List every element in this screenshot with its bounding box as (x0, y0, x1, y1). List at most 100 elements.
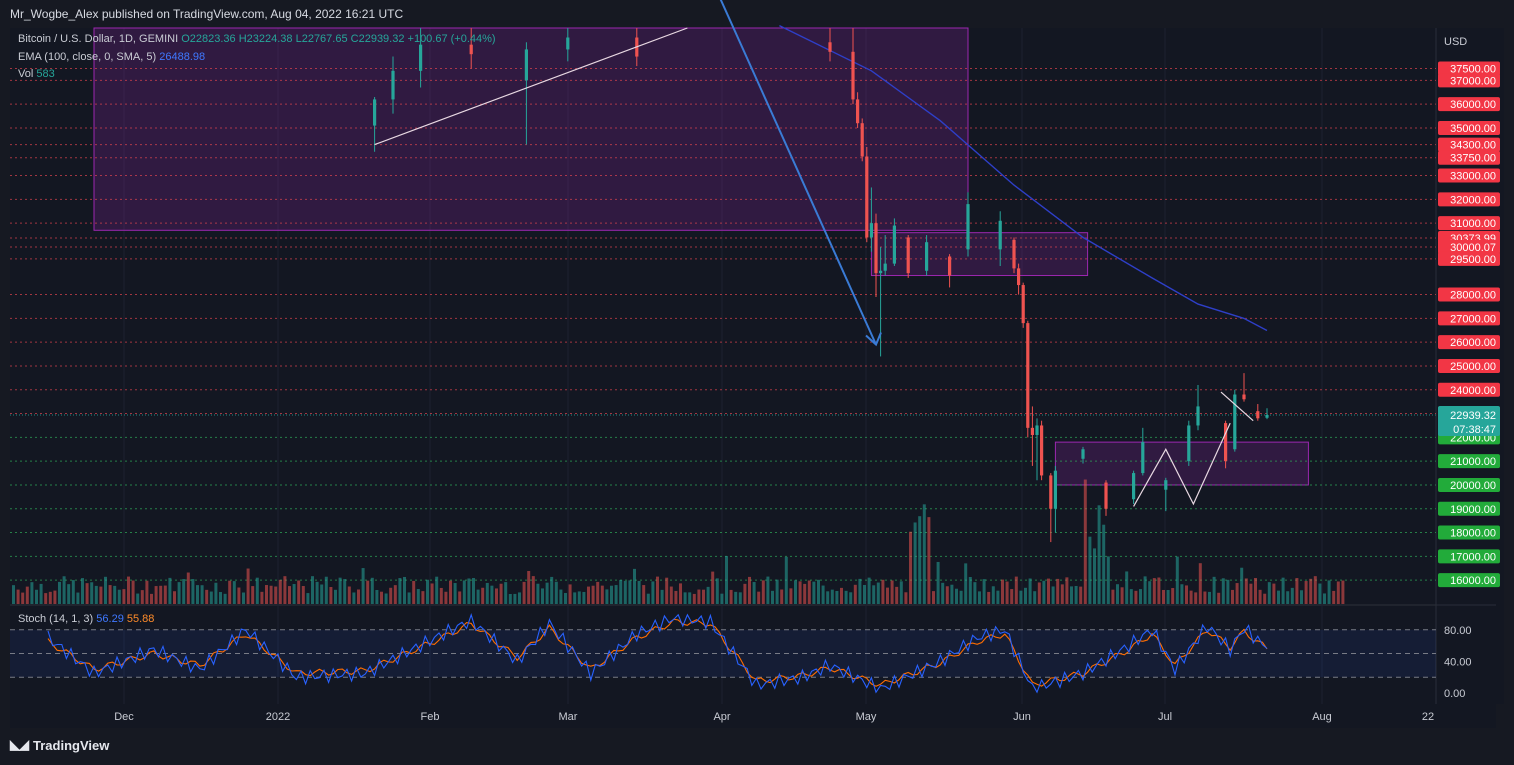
volume-bar (370, 577, 374, 604)
volume-bar (269, 585, 273, 604)
candle-body (892, 225, 896, 264)
volume-bar (191, 579, 195, 604)
volume-bar (430, 583, 434, 604)
volume-bar (913, 522, 917, 604)
flag-zigzag-line (1133, 422, 1231, 507)
price-tag-label: 30000.07 (1450, 242, 1496, 254)
candle-body (1265, 415, 1269, 418)
volume-bar (324, 576, 328, 604)
volume-bar (136, 593, 140, 604)
candle-body (925, 242, 929, 271)
mid-consolidation-zone (870, 232, 1089, 277)
volume-bar (955, 588, 958, 604)
volume-bar (1129, 589, 1133, 604)
volume-bar (798, 581, 802, 604)
candle-body (566, 37, 570, 50)
stoch-legend: Stoch (14, 1, 3) 56.29 55.88 (18, 613, 154, 625)
ema-layer (779, 24, 1268, 332)
volume-bar (729, 589, 733, 604)
volume-bar (817, 579, 820, 604)
candle-body (1132, 473, 1136, 500)
candle-body (524, 49, 528, 81)
brand-name: TradingView (33, 737, 110, 753)
ema-100-line (779, 24, 1268, 332)
volume-bar (1175, 556, 1179, 604)
volume-bar (1037, 582, 1041, 604)
volume-bar (642, 585, 646, 604)
volume-bar (766, 576, 770, 604)
volume-bar (531, 576, 535, 604)
volume-bar (320, 584, 324, 604)
volume-bar (361, 568, 365, 604)
flag-pole-line (1220, 391, 1254, 422)
price-tag-bg (1438, 549, 1500, 564)
countdown-label: 07:38:47 (1453, 424, 1496, 436)
volume-bar (1267, 582, 1271, 604)
volume-bar (1070, 586, 1073, 604)
volume-bar (844, 590, 848, 604)
volume-bar (1139, 589, 1142, 604)
price-tag-bg (1438, 137, 1500, 152)
price-tag-bg (1438, 287, 1500, 302)
volume-bar (485, 582, 489, 604)
volume-bar (375, 589, 379, 604)
candle-body (998, 220, 1002, 250)
volume-bar (1249, 583, 1253, 604)
price-tag-label: 17000.00 (1450, 551, 1496, 563)
volume-bar (16, 589, 20, 604)
volume-bar (1083, 479, 1087, 604)
volume-bar (987, 591, 991, 604)
volume-bar (1102, 524, 1106, 604)
tradingview-brand[interactable]: ◣◢ TradingView (10, 737, 109, 753)
volume-bar (1162, 589, 1165, 604)
volume-bar (573, 592, 577, 604)
stoch-d-value: 55.88 (126, 613, 155, 625)
main-pane (10, 28, 1436, 604)
volume-bar (145, 580, 149, 604)
candle-body (874, 223, 878, 274)
volume-bar (1152, 578, 1156, 604)
volume-bar (614, 585, 618, 604)
candle-body (1187, 425, 1191, 462)
volume-bar (426, 579, 429, 604)
stoch-pane (10, 606, 1436, 704)
volume-bar (209, 591, 213, 604)
volume-bar (826, 591, 830, 604)
candle-body (1081, 449, 1085, 459)
volume-bar (334, 589, 337, 604)
price-tag-label: 37500.00 (1450, 63, 1496, 75)
volume-bar (830, 589, 834, 604)
volume-bar (481, 587, 485, 604)
volume-bar (168, 577, 172, 604)
volume-bar (1074, 585, 1078, 604)
price-tag-label: 33750.00 (1450, 153, 1496, 165)
volume-bar (1254, 577, 1257, 604)
volume-bar (932, 591, 935, 604)
price-tag-label: 18000.00 (1450, 528, 1496, 540)
volume-bar (39, 583, 43, 604)
volume-bar (306, 593, 310, 604)
volume-bar (421, 591, 425, 604)
volume-bar (81, 578, 84, 604)
volume-bar (918, 516, 922, 604)
volume-bar (476, 589, 480, 604)
volume-bar (297, 580, 301, 604)
volume-bar (214, 582, 218, 604)
volume-bar (876, 582, 880, 604)
volume-bar (559, 589, 563, 604)
volume-bar (265, 585, 268, 604)
candle-body (860, 123, 864, 157)
volume-bar (255, 577, 259, 604)
price-tag-label: 28000.00 (1450, 290, 1496, 302)
time-tick-label: Jun (1013, 711, 1031, 723)
price-tag-bg (1438, 192, 1500, 207)
volume-bar (200, 585, 204, 604)
candle-body (948, 256, 952, 276)
volume-bar (1093, 548, 1096, 604)
volume-bar (780, 589, 784, 604)
price-tag-bg (1438, 573, 1500, 588)
down-arrow-head-icon (865, 332, 882, 347)
volume-bar (513, 593, 517, 604)
volume-bar (863, 584, 866, 604)
